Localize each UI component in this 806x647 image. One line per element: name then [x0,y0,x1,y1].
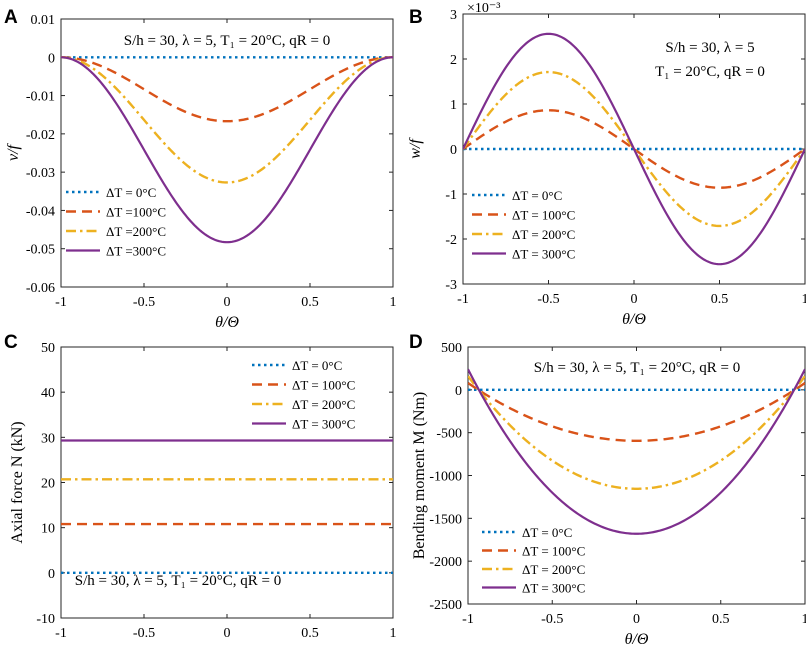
x-tick-label: 1 [390,626,397,641]
x-axis-title: θ/Θ [622,311,646,328]
annotation-text: S/h = 30, λ = 5 [665,40,754,56]
y-tick-label: 0.01 [31,13,56,28]
y-tick-label: -500 [436,427,462,442]
x-tick-label: -1 [55,626,67,641]
annotation-text: T₁ = 20°C, qR = 0 [655,64,765,80]
y-tick-label: 50 [41,341,55,356]
y-tick-label: 0 [48,567,55,582]
annotation-text: S/h = 30, λ = 5, T₁ = 20°C, qR = 0 [75,573,282,589]
y-tick-label: -1000 [429,470,462,485]
x-tick-label: -1 [462,612,474,627]
y-tick-label: -10 [36,612,55,627]
y-tick-label: -0.04 [26,204,55,219]
plot-frame [467,346,806,605]
x-axis-title: θ/Θ [625,631,649,647]
y-tick-label: 0 [48,51,55,66]
y-exponent-label: ×10⁻³ [467,1,500,16]
y-tick-label: -2000 [429,555,462,570]
x-tick-label: -1 [457,292,469,307]
legend-label-3: ΔT =300°C [106,244,166,259]
x-tick-label: 1 [390,295,397,310]
legend-label-2: ΔT = 200°C [522,562,585,577]
x-tick-label: 0.5 [711,292,729,307]
legend-label-0: ΔT = 0°C [292,358,342,373]
series-line-1 [468,381,805,443]
y-tick-label: -1500 [429,512,462,527]
legend-label-2: ΔT = 200°C [292,397,355,412]
x-tick-label: -0.5 [133,626,155,641]
panel-label: C [4,332,18,353]
series-line-2 [463,70,805,228]
series-line-3 [61,56,393,244]
y-tick-label: 10 [41,522,55,537]
x-tick-label: 0.5 [301,295,319,310]
x-tick-label: 0.5 [301,626,319,641]
y-tick-label: -2 [445,233,457,248]
legend-label-3: ΔT = 300°C [512,247,575,262]
x-tick-label: 0 [631,292,638,307]
legend-label-3: ΔT = 300°C [292,417,355,432]
series-line-2 [61,56,393,184]
y-tick-label: 1 [450,98,457,113]
series-line-2 [468,375,805,490]
x-tick-label: 0.5 [712,612,730,627]
x-tick-label: 1 [802,612,806,627]
x-tick-label: 1 [802,292,806,307]
annotation-text: S/h = 30, λ = 5, T₁ = 20°C, qR = 0 [534,360,741,376]
legend-label-0: ΔT = 0°C [512,188,562,203]
x-tick-label: -0.5 [537,292,559,307]
y-tick-label: 3 [450,8,457,23]
y-tick-label: 40 [41,386,55,401]
x-tick-label: 0 [633,612,640,627]
panel-c: C 50 40 30 20 10 0 -10-1 -0.5 0 0.5 1 θ/Θ Axial force… [4,332,397,647]
y-tick-label: 2 [450,53,457,68]
y-tick-label: -1 [445,188,457,203]
series-line-3 [468,368,805,535]
x-axis-title: θ/Θ [215,645,239,647]
x-tick-label: 0 [224,295,231,310]
legend-label-0: ΔT = 0°C [522,525,572,540]
y-tick-label: -0.02 [26,128,55,143]
x-tick-label: 0 [224,626,231,641]
y-tick-label: -2500 [429,598,462,613]
series-line-1 [61,56,393,123]
y-tick-label: -0.06 [26,281,55,296]
legend-label-1: ΔT = 100°C [512,208,575,223]
legend-label-3: ΔT = 300°C [522,581,585,596]
y-tick-label: 0 [450,143,457,158]
panel-a: A 0.01 0 -0.01 -0.02 -0.03 -0.04 -0.05 -0.06-1 -0… [4,7,397,331]
x-tick-label: -0.5 [541,612,563,627]
y-tick-label: 30 [41,431,55,446]
x-axis-title: θ/Θ [215,314,239,331]
x-tick-label: -0.5 [133,295,155,310]
panel-d: D 500 0 -500 -1000 -1500 -2000 -2500-1 -0.5 0 0.5 1… [409,332,806,647]
y-tick-label: -0.03 [26,166,55,181]
annotation-text: S/h = 30, λ = 5, T₁ = 20°C, qR = 0 [124,33,331,49]
y-tick-label: 20 [41,477,55,492]
legend-label-2: ΔT =200°C [106,224,166,239]
y-tick-label: 500 [441,341,462,356]
y-tick-label: -0.05 [26,243,55,258]
y-tick-label: -0.01 [26,90,55,105]
legend-label-2: ΔT = 200°C [512,227,575,242]
panel-label: B [409,7,423,28]
series-line-1 [463,109,805,189]
x-tick-label: -1 [55,295,67,310]
y-axis-title: v/f [5,142,22,161]
panel-label: A [4,7,18,28]
legend-label-1: ΔT =100°C [106,205,166,220]
y-axis-title: Bending moment M (Nm) [411,392,428,560]
legend-label-1: ΔT = 100°C [292,378,355,393]
series-line-3 [463,32,805,266]
y-tick-label: 0 [455,384,462,399]
legend-label-1: ΔT = 100°C [522,544,585,559]
legend-label-0: ΔT = 0°C [106,185,156,200]
y-axis-title: Axial force N (kN) [9,421,26,543]
panel-label: D [409,332,423,353]
y-tick-label: -3 [445,278,457,293]
y-axis-title: w/f [407,137,424,159]
